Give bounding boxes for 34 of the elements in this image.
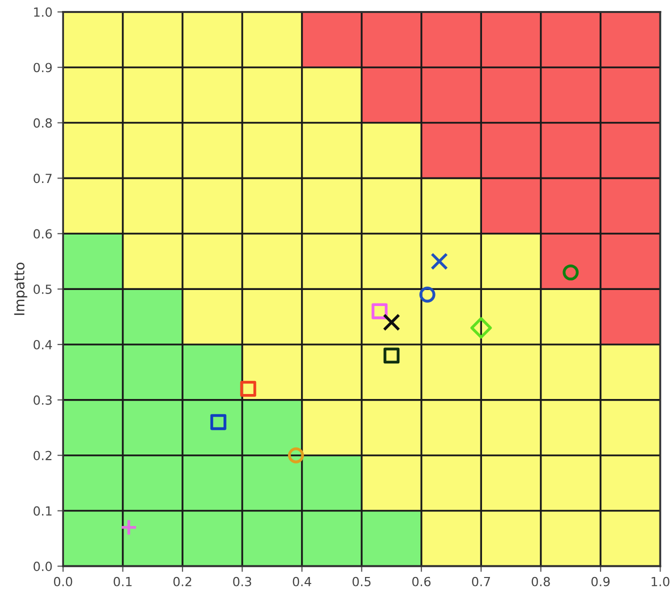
x-tick-label: 0.9 <box>591 576 610 586</box>
y-tick-label: 0.0 <box>34 562 52 572</box>
x-tick-label: 1.0 <box>652 576 670 586</box>
y-tick-label: 0.5 <box>34 284 52 294</box>
point <box>470 317 492 339</box>
x-tick-label: 0.4 <box>292 576 312 586</box>
y-tick-label: 0.4 <box>34 340 52 350</box>
x-tick-label: 0.6 <box>412 576 431 586</box>
y-tick-label: 0.6 <box>34 229 52 239</box>
point <box>120 518 138 536</box>
point <box>384 348 400 364</box>
x-tick-label: 0.2 <box>173 576 192 586</box>
point <box>288 447 304 464</box>
point <box>210 414 226 430</box>
x-tick-label: 0.5 <box>352 576 371 586</box>
y-tick-label: 0.2 <box>34 450 52 460</box>
y-axis-title: Impatto <box>14 262 28 315</box>
x-tick-label: 0.7 <box>472 576 490 586</box>
point <box>430 252 448 270</box>
y-tick-label: 0.1 <box>34 506 52 516</box>
y-tick-label: 0.8 <box>34 118 52 128</box>
point <box>382 314 400 331</box>
y-tick-label: 1.0 <box>34 7 52 17</box>
point <box>240 380 256 397</box>
x-tick-label: 0.8 <box>532 576 550 586</box>
x-tick-label: 0.1 <box>114 576 132 586</box>
x-tick-label: 0.3 <box>233 576 252 586</box>
y-tick-label: 0.3 <box>34 395 52 405</box>
point <box>372 303 388 320</box>
point <box>562 264 579 280</box>
y-tick-label: 0.7 <box>34 174 52 184</box>
point <box>419 286 436 303</box>
x-tick-label: 0.0 <box>54 576 72 586</box>
y-tick-label: 0.9 <box>34 62 52 72</box>
